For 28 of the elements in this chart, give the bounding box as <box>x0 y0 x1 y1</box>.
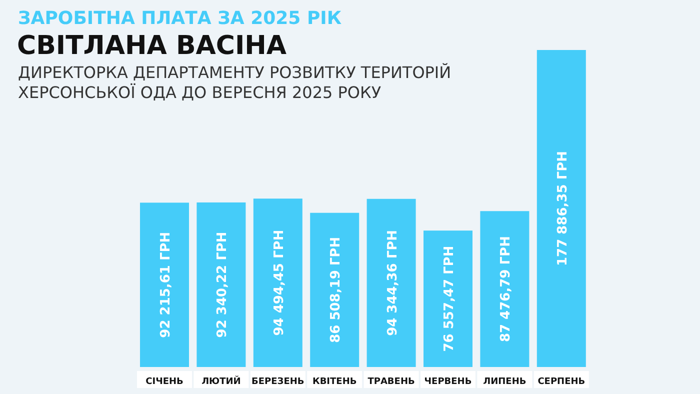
data-label: 86 508,19 ГРН <box>328 236 344 343</box>
data-label: 94 494,45 ГРН <box>272 230 287 336</box>
bar <box>253 198 302 367</box>
x-tick-label: ЛЮТИЙ <box>202 375 241 387</box>
bar <box>310 212 360 367</box>
chart-title: ЗАРОБІТНА ПЛАТА ЗА 2025 РІК <box>18 8 342 29</box>
data-label: 87 476,79 ГРН <box>498 236 514 342</box>
bar <box>424 230 472 367</box>
data-label: 94 344,36 ГРН <box>385 230 400 336</box>
bar <box>140 202 189 367</box>
x-tick-label: КВІТЕНЬ <box>312 377 357 387</box>
data-label: 92 340,22 ГРН <box>215 232 230 338</box>
bar <box>366 198 416 367</box>
bar <box>480 211 530 367</box>
x-tick-label: ЧЕРВЕНЬ <box>424 377 472 387</box>
x-tick-label: ТРАВЕНЬ <box>368 377 415 387</box>
bar <box>536 50 586 367</box>
annotation: ДИРЕКТОРКА ДЕПАРТАМЕНТУ РОЗВИТКУ ТЕРИТОРІЙ <box>18 63 452 82</box>
x-tick-label: БЕРЕЗЕНЬ <box>252 377 304 387</box>
x-tick-label: СЕРПЕНЬ <box>538 377 586 387</box>
data-label: 76 557,47 ГРН <box>442 246 457 352</box>
data-label: 177 886,35 ГРН <box>555 150 570 266</box>
bar <box>196 202 246 367</box>
x-tick-label: ЛИПЕНЬ <box>483 377 526 387</box>
chart-subtitle: СВІТЛАНА ВАСІНА <box>17 31 287 61</box>
annotation: ХЕРСОНСЬКОЇ ОДА ДО ВЕРЕСНЯ 2025 РОКУ <box>18 83 382 102</box>
data-label: 92 215,61 ГРН <box>158 232 174 338</box>
x-tick-label: СІЧЕНЬ <box>146 377 184 387</box>
